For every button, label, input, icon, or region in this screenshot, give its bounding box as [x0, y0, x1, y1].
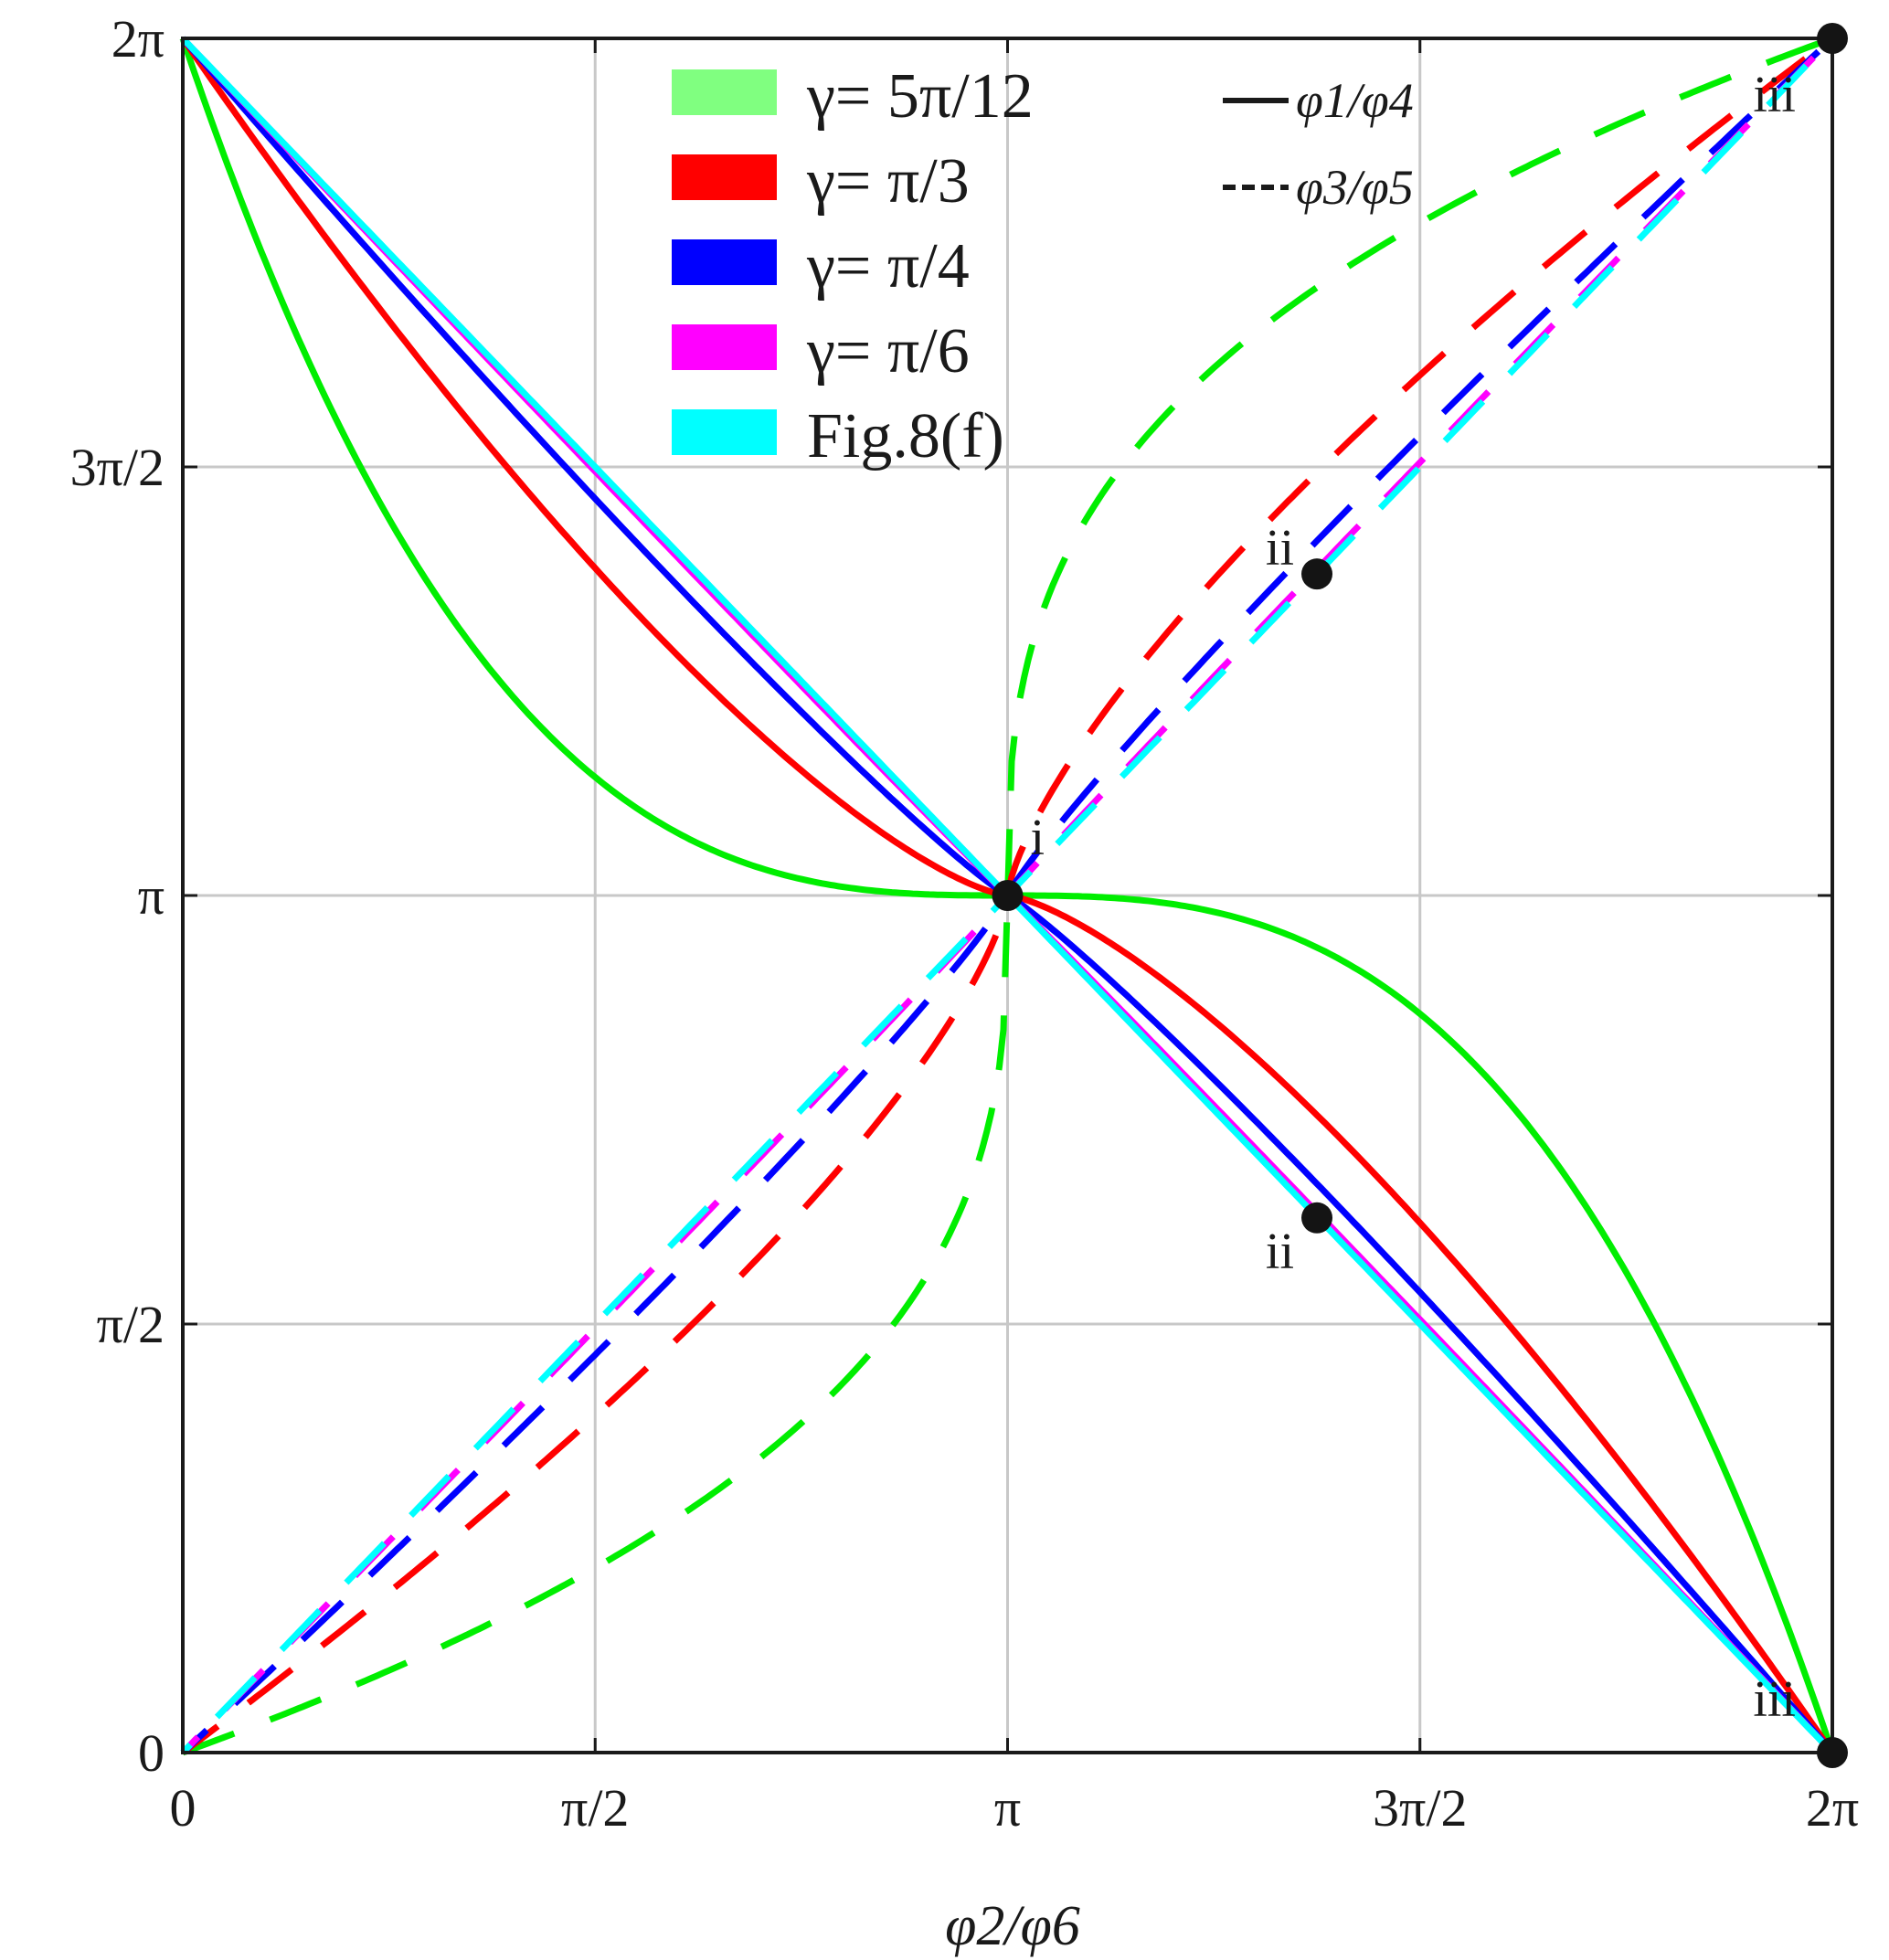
x-tick-label: 0: [170, 1778, 196, 1838]
y-tick-label: π/2: [97, 1295, 164, 1354]
axis-ticks: 0 π/2 π 3π/2 2π 0 π/2 π 3π/2 2π: [70, 9, 1860, 1838]
point-marker: [1301, 1202, 1333, 1234]
legend-label: γ= 5π/12: [806, 61, 1034, 132]
legend-swatch: [672, 69, 777, 115]
legend-label: γ= π/6: [806, 316, 970, 387]
legend-swatch: [672, 239, 777, 285]
y-tick-label: π: [138, 866, 164, 926]
y-tick-label: 2π: [111, 9, 164, 69]
point-label: i: [1031, 810, 1045, 866]
legend-swatch: [672, 154, 777, 200]
legend-style-label: φ3/φ5: [1296, 160, 1414, 215]
y-tick-label: 3π/2: [70, 438, 164, 497]
x-tick-label: π/2: [561, 1778, 629, 1838]
legend-label: Fig.8(f): [807, 401, 1004, 471]
series-dashed-0: [181, 35, 1834, 1756]
point-label: ii: [1266, 520, 1294, 577]
legend-style-label: φ1/φ4: [1296, 73, 1414, 128]
y-tick-label: 0: [138, 1723, 164, 1783]
legend-label: γ= π/3: [806, 146, 970, 217]
legend-colors: γ= 5π/12 γ= π/3 γ= π/4 γ= π/6 Fig.8(f): [672, 61, 1034, 471]
legend-swatch: [672, 409, 777, 455]
legend: γ= 5π/12 γ= π/3 γ= π/4 γ= π/6 Fig.8(f) φ1/φ4…: [672, 61, 1414, 471]
legend-line-styles: φ1/φ4 φ3/φ5: [1223, 73, 1414, 215]
point-label: ii: [1266, 1224, 1294, 1280]
x-axis-title: φ2/φ6: [945, 1895, 1080, 1957]
legend-swatch: [672, 324, 777, 370]
point-marker: [1817, 1737, 1848, 1768]
point-marker: [1817, 23, 1848, 54]
x-tick-label: 2π: [1806, 1778, 1859, 1838]
legend-label: γ= π/4: [806, 231, 970, 302]
x-tick-label: π: [994, 1778, 1021, 1838]
point-label: iii: [1753, 1671, 1796, 1728]
point-label: iii: [1753, 67, 1796, 123]
x-tick-label: 3π/2: [1373, 1778, 1467, 1838]
point-marker: [992, 879, 1024, 911]
point-marker: [1301, 558, 1333, 590]
